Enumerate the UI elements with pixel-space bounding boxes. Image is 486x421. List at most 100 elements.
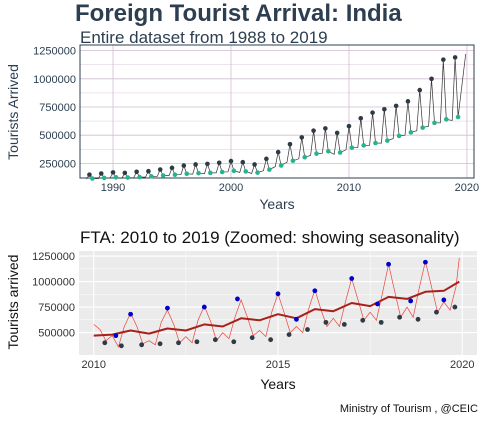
bottom-trough-point [231, 339, 237, 345]
top-x-axis-title: Years [259, 196, 294, 212]
top-x-tick-label: 2010 [337, 182, 361, 194]
top-dark-point [205, 161, 210, 167]
top-dark-point [441, 57, 446, 62]
bottom-peak-point [423, 259, 428, 265]
bottom-y-axis-title: Tourists arrived [5, 255, 21, 350]
bottom-trough-point [415, 316, 421, 322]
bottom-trough-point [194, 339, 200, 345]
top-dark-point [323, 126, 328, 131]
bottom-peak-point [386, 261, 391, 267]
top-x-tick-label: 2000 [219, 182, 243, 194]
top-teal-point [337, 150, 343, 155]
bottom-trough-point [360, 317, 366, 323]
bottom-y-tick-label: 500000 [38, 328, 75, 340]
top-teal-point [349, 145, 355, 151]
bottom-peak-point [408, 298, 414, 304]
bottom-y-ticks: 500000 750000 1000000 1250000 [32, 251, 75, 339]
top-teal-point [408, 130, 414, 135]
top-teal-point [396, 133, 402, 139]
top-teal-point [90, 176, 95, 181]
bottom-x-axis-title: Years [260, 376, 295, 392]
bottom-peak-point [441, 297, 447, 303]
top-teal-point [420, 125, 425, 130]
top-dark-point [98, 171, 104, 176]
top-y-tick-label: 1000000 [33, 74, 76, 86]
bottom-x-tick-label: 2020 [450, 359, 474, 371]
top-y-tick-label: 1250000 [33, 46, 76, 58]
bottom-trough-point [341, 322, 347, 327]
top-dark-point [252, 162, 257, 167]
bottom-panel-subtitle: FTA: 2010 to 2019 (Zoomed: showing seaso… [80, 228, 460, 247]
bottom-trough-point [378, 319, 384, 325]
top-teal-point [326, 148, 331, 154]
top-teal-point [160, 173, 166, 178]
bottom-peak-point [294, 316, 299, 322]
top-teal-point [113, 175, 119, 180]
top-dark-point [299, 135, 305, 140]
bottom-panel: FTA: 2010 to 2019 (Zoomed: showing seaso… [5, 228, 477, 392]
top-teal-point [172, 172, 178, 178]
top-teal-point [290, 158, 296, 164]
top-dark-point [370, 110, 375, 115]
top-dark-point [157, 167, 163, 172]
top-dark-point [240, 159, 246, 165]
bottom-peak-point [201, 304, 207, 310]
top-x-tick-label: 2020 [455, 182, 479, 194]
bottom-trough-point [268, 337, 274, 343]
bottom-trough-point [176, 340, 181, 346]
top-teal-point [137, 174, 142, 180]
top-dark-point [393, 103, 399, 109]
top-y-tick-label: 750000 [39, 102, 76, 114]
bottom-trough-point [212, 337, 218, 343]
bottom-y-tick-label: 1000000 [32, 277, 75, 289]
top-teal-point [267, 167, 272, 172]
top-dark-point [382, 106, 387, 112]
bottom-peak-point [275, 291, 281, 297]
bottom-trough-point [434, 309, 439, 315]
top-teal-point [302, 154, 308, 160]
top-dark-point [181, 163, 187, 168]
top-teal-point [278, 163, 284, 168]
top-teal-point [314, 151, 319, 156]
top-y-ticks: 250000 500000 750000 1000000 1250000 [33, 46, 76, 171]
bottom-peak-point [312, 288, 318, 294]
bottom-trough-point [397, 314, 403, 320]
top-teal-point [219, 169, 225, 175]
top-series-marks [86, 53, 467, 181]
top-dark-point [193, 162, 198, 167]
top-teal-point [196, 170, 201, 176]
top-dark-point [228, 158, 234, 164]
bottom-y-tick-label: 1250000 [32, 251, 75, 263]
bottom-peak-point [235, 296, 240, 302]
top-teal-point [443, 117, 449, 122]
bottom-trough-point [139, 342, 145, 348]
top-dark-point [405, 99, 411, 104]
top-teal-point [361, 143, 367, 148]
top-teal-point [373, 140, 378, 146]
top-dark-point [429, 76, 434, 82]
top-teal-point [384, 138, 390, 143]
bottom-trough-point [286, 332, 292, 338]
top-dark-point [87, 172, 92, 177]
bottom-trough-point [157, 341, 163, 347]
top-teal-point [101, 175, 107, 181]
bottom-trough-point [118, 343, 124, 349]
bottom-x-tick-label: 2010 [81, 359, 105, 371]
top-dark-point [275, 149, 281, 155]
top-dark-point [216, 160, 222, 166]
bottom-series-marks [93, 258, 460, 349]
bottom-y-tick-label: 750000 [38, 302, 75, 314]
top-dark-point [264, 156, 269, 162]
bottom-peak-point [165, 305, 170, 311]
top-dark-point [110, 170, 116, 175]
top-panel-frame [79, 44, 475, 179]
caption: Ministry of Tourism , @CEIC [340, 403, 478, 415]
top-panel: Entire dataset from 1988 to 2019 250000 5… [5, 28, 479, 212]
top-dark-point [146, 168, 151, 174]
top-dark-point [346, 123, 352, 129]
bottom-trough-point [102, 340, 108, 346]
bottom-peak-point [113, 333, 119, 339]
bottom-trough-point [305, 327, 310, 332]
top-teal-point [208, 170, 213, 176]
